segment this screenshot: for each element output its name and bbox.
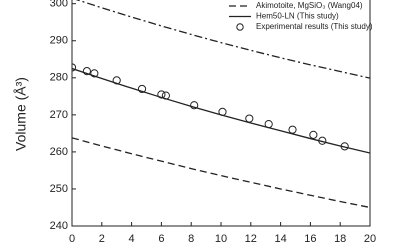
- x-tick-label: 2: [99, 233, 105, 245]
- marker: [112, 76, 121, 85]
- marker: [218, 107, 227, 116]
- marker: [340, 142, 349, 151]
- plot-area: [72, 0, 370, 209]
- marker: [288, 125, 297, 134]
- x-tick-label: 4: [129, 233, 135, 245]
- y-tick-label: 290: [50, 35, 68, 47]
- x-tick-label: 20: [364, 233, 376, 245]
- y-tick-label: 250: [50, 183, 68, 195]
- x-tick-label: 12: [245, 233, 257, 245]
- y-tick-label: 270: [50, 109, 68, 121]
- line: [72, 67, 370, 154]
- plot-frame: [71, 0, 371, 227]
- x-tick-label: 14: [274, 233, 286, 245]
- legend-marker: [236, 23, 244, 31]
- marker: [82, 67, 92, 76]
- marker: [318, 136, 327, 145]
- y-axis-label: Volume (Å³): [13, 77, 29, 151]
- y-tick-label: 240: [50, 220, 68, 232]
- y-tick-label: 300: [50, 0, 68, 10]
- legend-label: Akimotoite, MgSiO₃ (Wang04): [256, 1, 363, 10]
- x-tick-label: 8: [188, 233, 194, 245]
- x-tick-label: 18: [334, 233, 346, 245]
- marker: [161, 91, 170, 100]
- line: [75, 0, 370, 79]
- x-tick-label: 0: [69, 233, 75, 245]
- marker: [137, 84, 147, 94]
- y-tick-label: 260: [50, 146, 68, 158]
- y-tick-label: 280: [50, 72, 68, 84]
- marker: [90, 69, 99, 78]
- legend-label: Experimental results (This study): [256, 22, 373, 31]
- marker: [190, 101, 199, 110]
- marker: [309, 130, 318, 139]
- marker: [264, 120, 273, 129]
- marker: [72, 63, 77, 72]
- x-tick-label: 6: [158, 233, 164, 245]
- line: [72, 137, 370, 209]
- x-tick-label: 16: [304, 233, 316, 245]
- x-tick-label: 10: [215, 233, 227, 245]
- legend-label: Hem50-LN (This study): [256, 12, 339, 21]
- marker: [157, 90, 166, 99]
- marker: [245, 114, 254, 123]
